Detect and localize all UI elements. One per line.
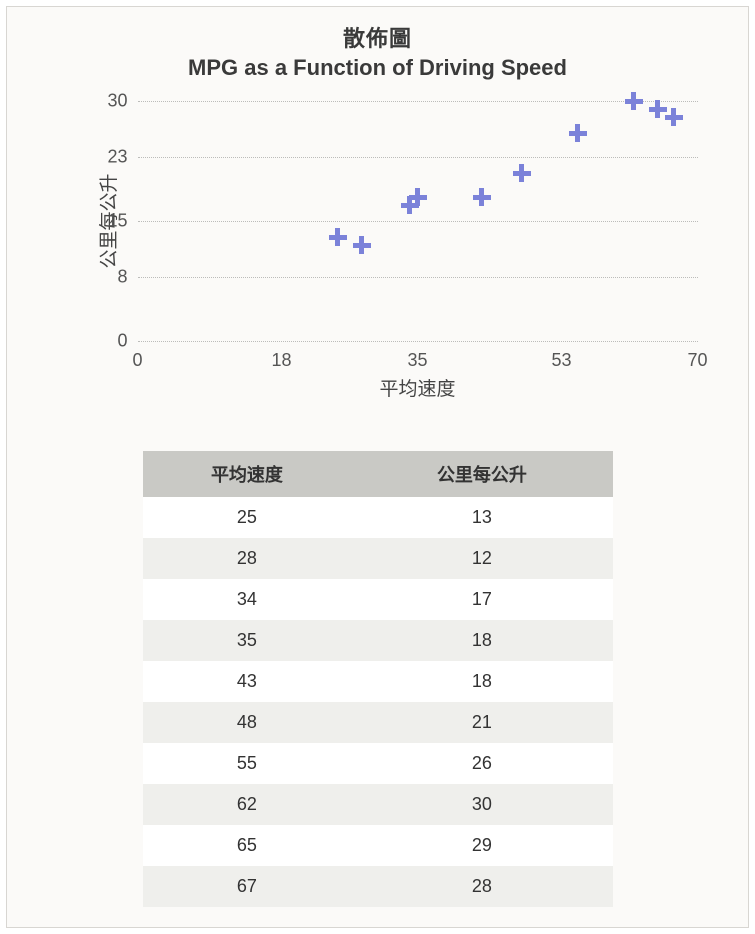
table-cell: 26 <box>351 743 612 784</box>
x-tick-label: 70 <box>687 350 707 371</box>
table-cell: 29 <box>351 825 612 866</box>
table-cell: 21 <box>351 702 612 743</box>
x-tick-label: 35 <box>407 350 427 371</box>
table-cell: 13 <box>351 497 612 538</box>
gridline <box>138 341 698 342</box>
table-header-cell: 公里每公升 <box>351 451 612 497</box>
x-tick-label: 0 <box>132 350 142 371</box>
table-cell: 18 <box>351 661 612 702</box>
table-cell: 28 <box>351 866 612 907</box>
chart-title: 散佈圖 MPG as a Function of Driving Speed <box>7 21 748 81</box>
y-tick-label: 8 <box>88 267 128 288</box>
table-row: 5526 <box>143 743 613 784</box>
y-tick-label: 15 <box>88 211 128 232</box>
table-cell: 55 <box>143 743 352 784</box>
table-cell: 17 <box>351 579 612 620</box>
table-row: 6230 <box>143 784 613 825</box>
plot-area: 公里每公升 平均速度 08152330018355370 <box>138 101 698 341</box>
table-cell: 67 <box>143 866 352 907</box>
gridline <box>138 157 698 158</box>
table-row: 6529 <box>143 825 613 866</box>
table-cell: 48 <box>143 702 352 743</box>
y-tick-label: 30 <box>88 91 128 112</box>
x-tick-label: 53 <box>551 350 571 371</box>
chart-frame: 散佈圖 MPG as a Function of Driving Speed 公… <box>6 6 749 928</box>
table-cell: 34 <box>143 579 352 620</box>
y-tick-label: 23 <box>88 147 128 168</box>
table-cell: 18 <box>351 620 612 661</box>
table-row: 3417 <box>143 579 613 620</box>
chart-title-line2: MPG as a Function of Driving Speed <box>7 55 748 81</box>
table-cell: 25 <box>143 497 352 538</box>
table-row: 4318 <box>143 661 613 702</box>
table-header-row: 平均速度 公里每公升 <box>143 451 613 497</box>
table-cell: 43 <box>143 661 352 702</box>
table-cell: 12 <box>351 538 612 579</box>
table-cell: 65 <box>143 825 352 866</box>
chart-title-line1: 散佈圖 <box>7 21 748 53</box>
table-row: 2513 <box>143 497 613 538</box>
gridline <box>138 221 698 222</box>
table-cell: 62 <box>143 784 352 825</box>
table-cell: 28 <box>143 538 352 579</box>
gridline <box>138 277 698 278</box>
table-cell: 35 <box>143 620 352 661</box>
scatter-chart: 公里每公升 平均速度 08152330018355370 <box>53 91 703 381</box>
x-tick-label: 18 <box>271 350 291 371</box>
table-row: 4821 <box>143 702 613 743</box>
table-row: 2812 <box>143 538 613 579</box>
x-axis-label: 平均速度 <box>379 374 455 401</box>
y-tick-label: 0 <box>88 331 128 352</box>
gridline <box>138 101 698 102</box>
table-header-cell: 平均速度 <box>143 451 352 497</box>
table-cell: 30 <box>351 784 612 825</box>
table-row: 6728 <box>143 866 613 907</box>
data-table: 平均速度 公里每公升 25132812341735184318482155266… <box>143 451 613 907</box>
table-row: 3518 <box>143 620 613 661</box>
